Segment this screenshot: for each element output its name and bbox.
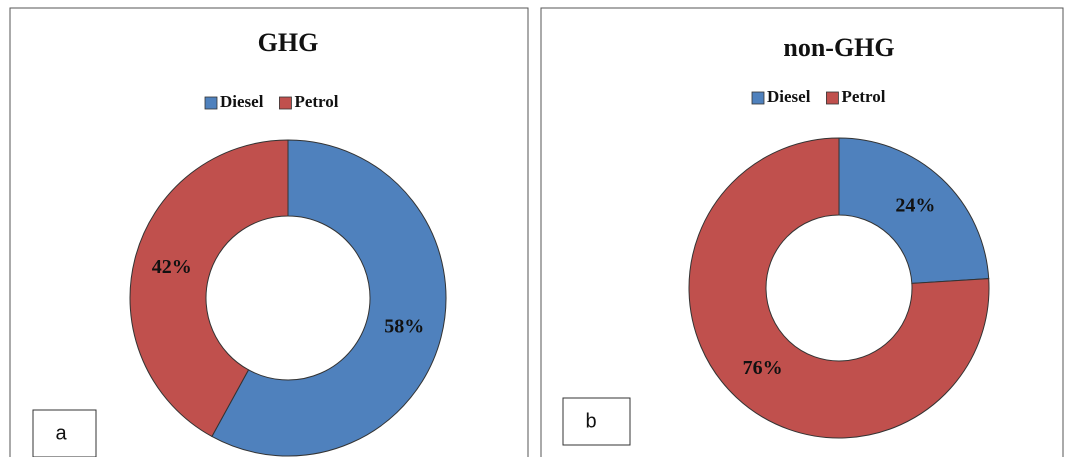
donut-slice bbox=[838, 137, 990, 284]
panel-label-box bbox=[562, 397, 631, 446]
data-label: 76% bbox=[743, 357, 783, 379]
panel-label: b bbox=[585, 410, 596, 432]
donut-slice bbox=[211, 139, 447, 457]
donut-slice bbox=[129, 139, 289, 438]
legend-label: Diesel bbox=[220, 92, 264, 111]
legend-swatch bbox=[279, 96, 292, 110]
legend-label: Diesel bbox=[767, 87, 811, 106]
chart-title: GHG bbox=[258, 28, 319, 57]
panel-label-box bbox=[32, 409, 97, 457]
panel-label: a bbox=[55, 422, 67, 444]
data-label: 58% bbox=[384, 315, 424, 337]
legend-swatch bbox=[751, 91, 765, 105]
donut-slice bbox=[688, 137, 990, 439]
data-label: 24% bbox=[895, 194, 935, 216]
panel-border bbox=[540, 7, 1064, 457]
legend-swatch bbox=[826, 91, 839, 105]
legend-swatch bbox=[204, 96, 218, 110]
legend-label: Petrol bbox=[841, 87, 885, 106]
legend-label: Petrol bbox=[294, 92, 338, 111]
data-label: 42% bbox=[152, 256, 192, 278]
chart-title: non-GHG bbox=[783, 33, 894, 62]
panel-border bbox=[9, 7, 529, 457]
